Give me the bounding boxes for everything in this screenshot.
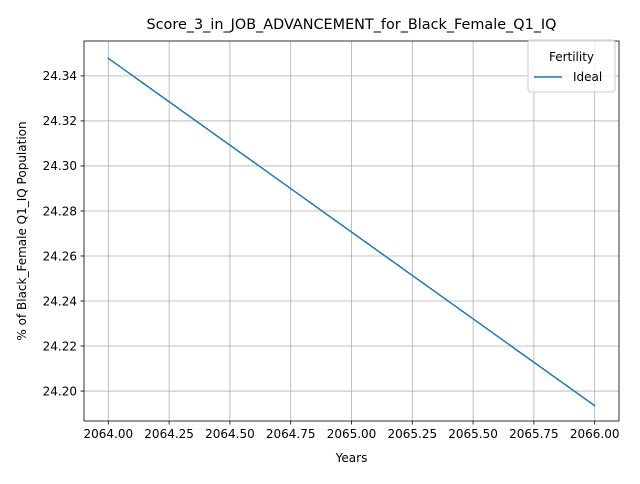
series-layer: [107, 57, 596, 407]
y-tick-label: 24.26: [43, 249, 77, 263]
y-tick-label: 24.22: [43, 339, 77, 353]
x-tick-label: 2064.25: [144, 427, 194, 441]
x-tick-label: 2065.50: [448, 427, 498, 441]
y-tick-label: 24.24: [43, 294, 77, 308]
y-tick-label: 24.30: [43, 159, 77, 173]
y-tick-label: 24.28: [43, 204, 77, 218]
legend: Fertility Ideal: [527, 39, 616, 93]
x-axis-label: Years: [335, 451, 368, 465]
series-line-ideal: [107, 57, 596, 407]
x-tick-label: 2064.00: [84, 427, 134, 441]
y-tick-label: 24.20: [43, 384, 77, 398]
gridlines: [84, 41, 619, 421]
y-tick-label: 24.34: [43, 69, 77, 83]
legend-label-ideal: Ideal: [573, 70, 602, 84]
y-tick-label: 24.32: [43, 114, 77, 128]
x-tick-label: 2066.00: [570, 427, 620, 441]
legend-title: Fertility: [549, 50, 594, 64]
x-tick-label: 2064.75: [266, 427, 316, 441]
chart-title: Score_3_in_JOB_ADVANCEMENT_for_Black_Fem…: [147, 17, 557, 33]
x-tick-label: 2065.75: [509, 427, 559, 441]
x-tick-label: 2064.50: [205, 427, 255, 441]
y-axis-ticks: 24.20 24.22 24.24 24.26 24.28 24.30 24.32 24.34: [43, 69, 84, 398]
x-tick-label: 2065.00: [327, 427, 377, 441]
legend-box: [527, 39, 616, 93]
y-axis-label: % of Black_Female Q1_IQ Population: [15, 121, 29, 340]
x-axis-ticks: 2064.00 2064.25 2064.50 2064.75 2065.00 2065.…: [84, 421, 620, 441]
x-tick-label: 2065.25: [387, 427, 437, 441]
